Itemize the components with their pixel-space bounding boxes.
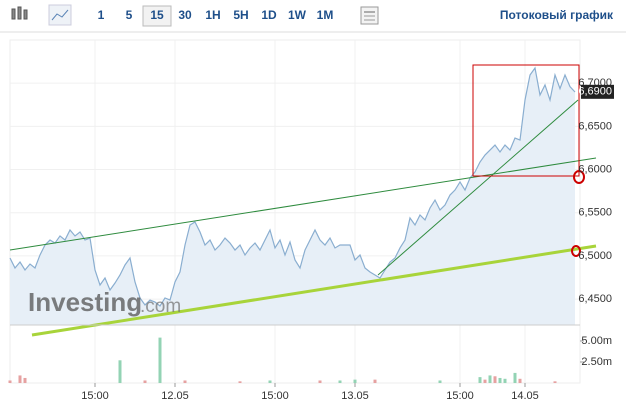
y-tick-label: 6,5000 xyxy=(578,250,612,262)
interval-button[interactable]: 1 xyxy=(98,8,105,22)
interval-button[interactable]: 1D xyxy=(261,8,277,22)
marker-circle xyxy=(571,245,581,257)
interval-button[interactable]: 5H xyxy=(233,8,248,22)
y-tick-label: 6,6500 xyxy=(578,120,612,132)
y2-tick-label: 2.50m xyxy=(581,356,612,368)
price-line xyxy=(9,66,576,307)
volume-bar xyxy=(518,378,522,383)
volume-bar xyxy=(183,380,187,383)
volume-bar xyxy=(23,377,27,383)
settings-icon[interactable] xyxy=(360,6,379,25)
volume-bar xyxy=(488,375,492,383)
volume-bar xyxy=(268,380,272,383)
y2-tick-label: 5.00m xyxy=(581,335,612,347)
volume-bar xyxy=(238,381,242,383)
marker-circle xyxy=(573,170,585,184)
volume-bar xyxy=(158,337,162,383)
x-tick-label: 15:00 xyxy=(261,390,289,402)
y-tick-label: 6,4500 xyxy=(578,293,612,305)
volume-bar xyxy=(318,380,322,383)
interval-button[interactable]: 1M xyxy=(317,8,334,22)
trend-line xyxy=(9,157,597,251)
plot-frame xyxy=(9,39,581,384)
volume-bar xyxy=(438,380,442,383)
volume-bar xyxy=(338,380,342,383)
volume-bar xyxy=(498,377,502,383)
interval-button[interactable]: 15 xyxy=(150,8,164,22)
plot xyxy=(8,39,597,384)
volume-bar xyxy=(8,380,12,383)
x-tick-label: 12.05 xyxy=(161,390,189,402)
volume-bar xyxy=(18,375,22,383)
candle-icon[interactable] xyxy=(11,6,28,20)
price-area xyxy=(10,67,575,326)
interval-button[interactable]: 30 xyxy=(178,8,192,22)
volume-bar xyxy=(353,379,357,383)
volume-bar xyxy=(503,378,507,383)
watermark-brand: Investing xyxy=(28,287,142,317)
volume-bar xyxy=(553,381,557,383)
area-icon[interactable] xyxy=(48,4,72,26)
watermark-suffix: .com xyxy=(140,296,181,317)
x-tick-label: 14.05 xyxy=(511,390,539,402)
interval-button[interactable]: 1W xyxy=(288,8,307,22)
trend-line xyxy=(377,99,579,276)
interval-button[interactable]: 5 xyxy=(126,8,133,22)
last-price-label: 6,6900 xyxy=(578,86,612,98)
volume-bar xyxy=(118,360,122,383)
interval-button[interactable]: 1H xyxy=(205,8,220,22)
y-tick-label: 6,6000 xyxy=(578,163,612,175)
x-tick-label: 13.05 xyxy=(341,390,369,402)
x-tick-label: 15:00 xyxy=(81,390,109,402)
last-price-tag xyxy=(581,84,614,99)
volume-bar xyxy=(493,376,497,383)
volume-bar xyxy=(478,377,482,383)
volume-bar xyxy=(483,379,487,383)
support-line xyxy=(31,244,597,337)
highlight-box xyxy=(472,64,580,177)
volume-bar xyxy=(373,379,377,383)
volume-bar xyxy=(143,380,147,383)
y-tick-label: 6,5500 xyxy=(578,207,612,219)
volume-bar xyxy=(513,372,517,383)
active-interval-box xyxy=(142,5,172,27)
stream-link[interactable]: Потоковый график xyxy=(500,8,614,22)
x-tick-label: 15:00 xyxy=(446,390,474,402)
